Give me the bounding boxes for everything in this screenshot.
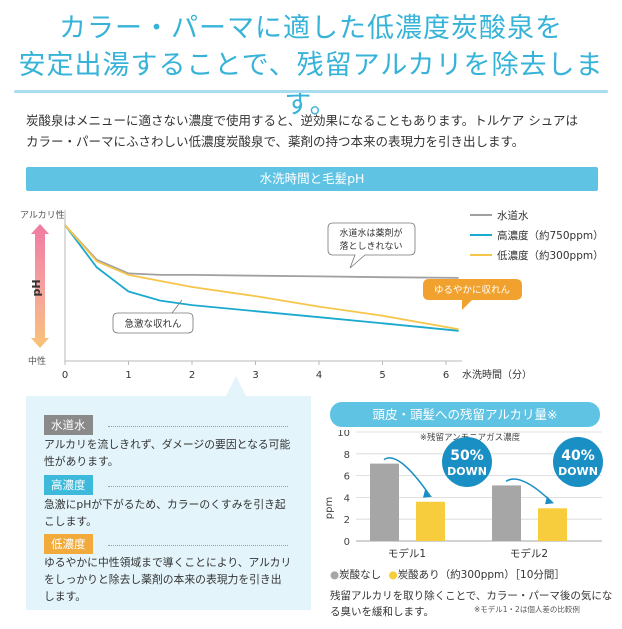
down-badge (553, 437, 603, 487)
tap-note-line-2: 落としきれない (339, 240, 402, 252)
legend-with: 炭酸あり（約300ppm） (397, 569, 515, 581)
ylabel-neutral: 中性 (28, 355, 46, 367)
intro-text: 炭酸泉はメニューに適さない濃度で使用すると、逆効果になることもあります。トルケア… (26, 110, 606, 152)
heading-underline (14, 90, 608, 93)
legend-duration: ［10分間］ (514, 569, 565, 581)
tag-high: 高濃度 (44, 475, 93, 495)
legend-label-2: 低濃度（約300ppm） (497, 249, 604, 262)
badge-down: DOWN (558, 465, 598, 478)
xlabel: 水洗時間（分） (462, 369, 532, 381)
legend-none: 炭酸なし (339, 569, 382, 581)
legend-label-1: 高濃度（約750ppm） (497, 229, 604, 242)
ylabel-ph: pH (30, 279, 43, 296)
series-line-2 (64, 224, 459, 331)
x-tick-label: 1 (125, 370, 131, 381)
divider (108, 545, 288, 546)
bar-ylabel: ppm (324, 497, 335, 519)
sudden-callout (112, 312, 194, 334)
legend-label-0: 水道水 (497, 209, 529, 222)
footer-text: 残留アルカリを取り除くことで、カラー・パーマ後の気にな る臭いを緩和します。 (330, 588, 615, 620)
x-tick-label: 4 (316, 370, 322, 381)
desc-low: ゆるやかに中性領域まで導くことにより、アルカリ をしっかりと除去し薬剤の本来の表… (44, 554, 306, 605)
legend-dot-none: ● (330, 569, 340, 581)
desc-high: 急激にpHが下がるため、カラーのくすみを引き起 こします。 (44, 496, 304, 530)
desc-high-line-1: 急激にpHが下がるため、カラーのくすみを引き起 (44, 498, 286, 511)
desc-tap-water: アルカリを流しきれず、ダメージの要因となる可能 性があります。 (44, 436, 304, 470)
bar-0-0 (370, 463, 399, 541)
category-label: モデル2 (510, 547, 548, 560)
y-tick-label: 2 (344, 515, 350, 526)
intro-line-2: カラー・パーマにふさわしい低濃度炭酸泉で、薬剤の持つ本来の表現力を引き出します。 (26, 134, 525, 149)
intro-line-1: 炭酸泉はメニューに適さない濃度で使用すると、逆効果になることもあります。トルケア… (26, 113, 578, 128)
footer-line-1: 残留アルカリを取り除くことで、カラー・パーマ後の気にな (330, 590, 613, 602)
x-tick-label: 0 (62, 370, 68, 381)
series-line-1 (64, 224, 459, 332)
tap-note-line-1: 水道水は薬剤が (339, 227, 402, 239)
tag-low: 低濃度 (44, 534, 93, 554)
desc-tap-water-line-2: 性があります。 (44, 455, 119, 468)
category-label: モデル1 (388, 547, 426, 560)
bar-legend: ●炭酸なし ●炭酸あり（約300ppm）［10分間］ (330, 567, 565, 582)
y-tick-label: 10 (337, 430, 350, 439)
desc-tap-water-line-1: アルカリを流しきれず、ダメージの要因となる可能 (44, 438, 291, 451)
down-arrowhead (545, 496, 554, 505)
footer-line-2: る臭いを緩和します。 (330, 606, 434, 618)
x-tick-label: 6 (443, 370, 449, 381)
heading-line-1: カラー・パーマに適した低濃度炭酸泉を (59, 13, 563, 44)
ylabel-alkaline: アルカリ性 (20, 209, 65, 221)
desc-low-line-2: をしっかりと除去し薬剤の本来の表現力を引き出 (44, 573, 282, 586)
x-tick-label: 5 (379, 370, 385, 381)
tag-tap-water: 水道水 (44, 415, 93, 435)
x-tick-label: 3 (252, 370, 258, 381)
legend-dot-with: ● (388, 569, 398, 581)
y-tick-label: 4 (344, 493, 350, 504)
divider (108, 486, 288, 487)
line-chart-title: 水洗時間と毛髪pH (26, 167, 598, 191)
divider (108, 426, 288, 427)
footer-note: ※モデル1・2は個人差の比較例 (474, 605, 580, 614)
panel-pointer (226, 376, 246, 396)
badge-percent: 40% (561, 448, 595, 464)
y-tick-label: 6 (344, 472, 350, 483)
desc-low-line-1: ゆるやかに中性領域まで導くことにより、アルカリ (44, 556, 292, 569)
bar-1-0 (492, 485, 521, 541)
bar-chart-title: 頭皮・頭髪への残留アルカリ量※ (330, 402, 600, 427)
x-tick-label: 2 (189, 370, 195, 381)
gentle-callout (423, 279, 522, 310)
line-chart: アルカリ性 pH 中性 0 1 2 3 4 5 6 水洗時間（分） 水道水は薬剤が 落としき… (20, 209, 604, 381)
sudden-label: 急激な収れん (124, 318, 181, 330)
down-arrowhead (423, 489, 432, 498)
tap-note-callout (327, 222, 416, 269)
sudden-callout-pointer (171, 299, 183, 314)
badge-percent: 50% (450, 448, 484, 464)
bar-1-1 (538, 508, 567, 541)
down-badge (442, 437, 492, 487)
bar-0-1 (416, 501, 445, 541)
ph-gradient-arrow (31, 224, 49, 348)
badge-down: DOWN (447, 465, 487, 478)
gentle-label: ゆるやかに収れん (434, 284, 510, 296)
y-tick-label: 0 (344, 537, 350, 548)
y-tick-label: 8 (344, 450, 350, 461)
desc-low-line-3: します。 (44, 590, 87, 603)
heading-line-2: 安定出湯することで、残留アルカリを除去します。 (18, 50, 604, 120)
series-line-0 (64, 224, 459, 279)
desc-high-line-2: こします。 (44, 515, 97, 528)
down-arrow (383, 457, 431, 497)
explanation-panel: 水道水 アルカリを流しきれず、ダメージの要因となる可能 性があります。 高濃度 … (26, 396, 311, 610)
